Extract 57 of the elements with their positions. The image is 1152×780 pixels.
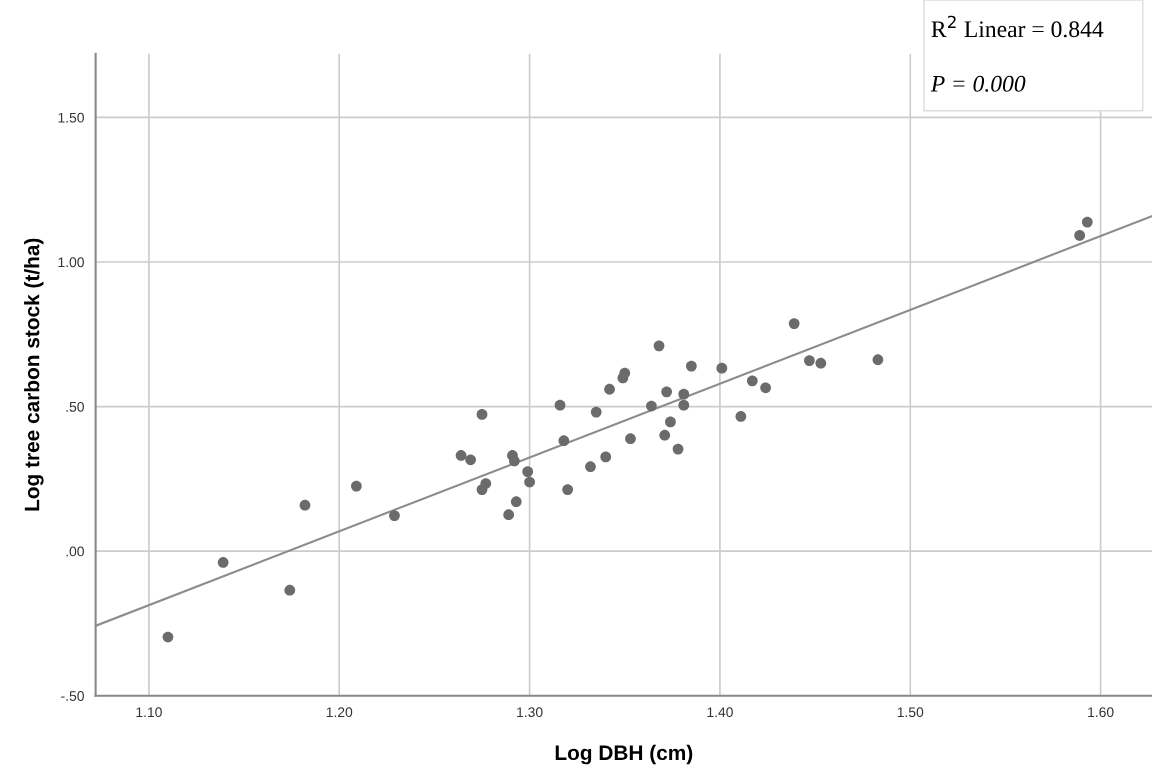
annotation: P = 0.000 [930,75,1026,92]
point [465,454,476,466]
text: R$^{2}$ Linear = 0.844 [931,15,1104,38]
x-axis-title: Log DBH (cm) [555,744,693,765]
point [661,386,673,398]
point [455,450,467,461]
point [590,406,602,418]
point [716,362,728,374]
point [510,496,522,508]
point [686,360,697,372]
x-tick-label: 1.20 [326,707,353,718]
x-tick-label: 1.60 [1088,707,1114,718]
point [351,480,362,492]
point [625,433,636,445]
point [659,429,671,441]
point [162,631,174,643]
point [522,466,534,478]
point [1074,230,1086,241]
point [299,499,311,511]
point [788,318,800,329]
point [760,382,771,394]
point [585,461,596,473]
point [646,400,657,412]
y-tick-label: 1.00 [58,257,84,268]
point [672,443,684,455]
point [524,476,535,488]
point [476,409,488,420]
point [389,510,400,521]
point [562,484,574,495]
y-axis-title: Log tree carbon stock (t/ha) [24,238,44,511]
x-tick-label: 1.50 [897,707,924,718]
point [604,383,615,395]
point [815,357,827,369]
point [480,478,492,489]
point [554,399,566,411]
y-tick-label: .50 [66,401,84,412]
x-tick-label: 1.30 [517,707,543,718]
y-tick-label: -.50 [61,691,84,701]
point [678,399,690,411]
point [558,435,570,447]
point [503,509,515,521]
point [653,340,665,352]
y-tick-label: .00 [66,546,84,557]
y-tick-label: 1.50 [58,112,84,123]
point [217,557,229,568]
point [600,451,612,463]
point [804,355,815,366]
point [872,354,884,366]
x-tick-label: 1.40 [707,707,733,718]
point [508,455,520,467]
point [746,375,758,387]
point [678,388,690,400]
point [665,416,676,428]
point [1081,216,1093,228]
x-tick-label: 1.10 [136,707,162,718]
point [284,584,296,596]
point [735,411,747,422]
